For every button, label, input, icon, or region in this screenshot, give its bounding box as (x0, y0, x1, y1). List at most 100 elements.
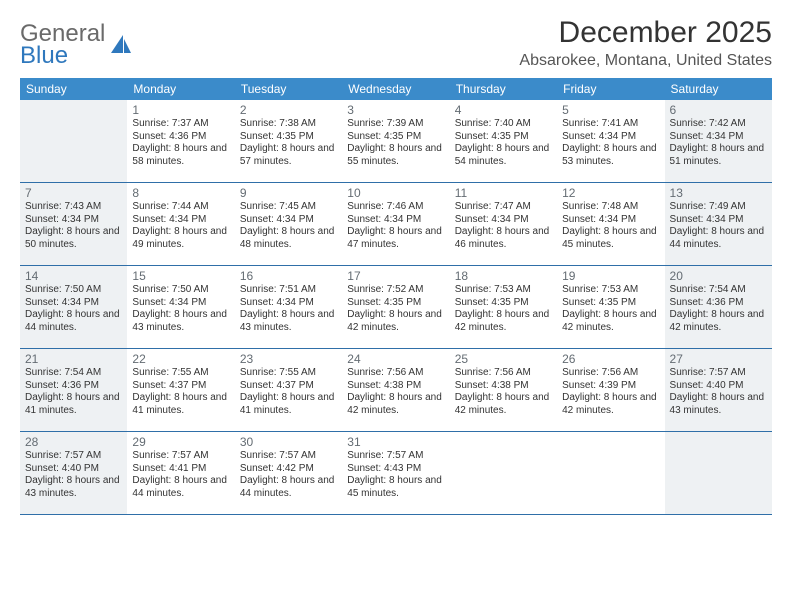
location-subtitle: Absarokee, Montana, United States (519, 52, 772, 70)
day-cell: 8Sunrise: 7:44 AMSunset: 4:34 PMDaylight… (127, 183, 234, 265)
daylight-text: Daylight: 8 hours and 42 minutes. (455, 392, 552, 417)
day-number: 16 (240, 269, 337, 283)
day-cell: 4Sunrise: 7:40 AMSunset: 4:35 PMDaylight… (450, 100, 557, 182)
day-cell: 10Sunrise: 7:46 AMSunset: 4:34 PMDayligh… (342, 183, 449, 265)
day-cell: 28Sunrise: 7:57 AMSunset: 4:40 PMDayligh… (20, 432, 127, 514)
sunrise-text: Sunrise: 7:50 AM (132, 284, 229, 297)
sunset-text: Sunset: 4:35 PM (455, 131, 552, 144)
weekday-header: Thursday (450, 78, 557, 100)
sunset-text: Sunset: 4:34 PM (670, 214, 767, 227)
sunset-text: Sunset: 4:40 PM (25, 463, 122, 476)
title-block: December 2025 Absarokee, Montana, United… (519, 16, 772, 70)
sunset-text: Sunset: 4:35 PM (562, 297, 659, 310)
daylight-text: Daylight: 8 hours and 50 minutes. (25, 226, 122, 251)
day-cell: 14Sunrise: 7:50 AMSunset: 4:34 PMDayligh… (20, 266, 127, 348)
day-info: Sunrise: 7:50 AMSunset: 4:34 PMDaylight:… (25, 284, 122, 334)
day-info: Sunrise: 7:51 AMSunset: 4:34 PMDaylight:… (240, 284, 337, 334)
day-cell: 17Sunrise: 7:52 AMSunset: 4:35 PMDayligh… (342, 266, 449, 348)
day-number: 30 (240, 435, 337, 449)
day-cell (557, 432, 664, 514)
day-info: Sunrise: 7:57 AMSunset: 4:40 PMDaylight:… (670, 367, 767, 417)
sunrise-text: Sunrise: 7:56 AM (562, 367, 659, 380)
sunrise-text: Sunrise: 7:57 AM (25, 450, 122, 463)
day-cell: 30Sunrise: 7:57 AMSunset: 4:42 PMDayligh… (235, 432, 342, 514)
calendar-grid: SundayMondayTuesdayWednesdayThursdayFrid… (20, 78, 772, 515)
day-info: Sunrise: 7:55 AMSunset: 4:37 PMDaylight:… (240, 367, 337, 417)
daylight-text: Daylight: 8 hours and 41 minutes. (25, 392, 122, 417)
sunset-text: Sunset: 4:34 PM (240, 214, 337, 227)
sunset-text: Sunset: 4:36 PM (132, 131, 229, 144)
sunset-text: Sunset: 4:35 PM (455, 297, 552, 310)
daylight-text: Daylight: 8 hours and 44 minutes. (132, 475, 229, 500)
day-number: 22 (132, 352, 229, 366)
sunset-text: Sunset: 4:34 PM (240, 297, 337, 310)
week-row: 14Sunrise: 7:50 AMSunset: 4:34 PMDayligh… (20, 266, 772, 349)
day-info: Sunrise: 7:55 AMSunset: 4:37 PMDaylight:… (132, 367, 229, 417)
day-info: Sunrise: 7:38 AMSunset: 4:35 PMDaylight:… (240, 118, 337, 168)
sunset-text: Sunset: 4:37 PM (240, 380, 337, 393)
sunset-text: Sunset: 4:35 PM (347, 297, 444, 310)
day-number: 13 (670, 186, 767, 200)
header-area: General Blue December 2025 Absarokee, Mo… (20, 16, 772, 70)
day-number: 12 (562, 186, 659, 200)
sunset-text: Sunset: 4:34 PM (562, 214, 659, 227)
sunset-text: Sunset: 4:39 PM (562, 380, 659, 393)
day-cell: 13Sunrise: 7:49 AMSunset: 4:34 PMDayligh… (665, 183, 772, 265)
week-row: 1Sunrise: 7:37 AMSunset: 4:36 PMDaylight… (20, 100, 772, 183)
daylight-text: Daylight: 8 hours and 46 minutes. (455, 226, 552, 251)
day-cell: 31Sunrise: 7:57 AMSunset: 4:43 PMDayligh… (342, 432, 449, 514)
day-info: Sunrise: 7:45 AMSunset: 4:34 PMDaylight:… (240, 201, 337, 251)
day-info: Sunrise: 7:56 AMSunset: 4:38 PMDaylight:… (347, 367, 444, 417)
day-number: 8 (132, 186, 229, 200)
sunrise-text: Sunrise: 7:55 AM (132, 367, 229, 380)
sunset-text: Sunset: 4:35 PM (240, 131, 337, 144)
day-info: Sunrise: 7:57 AMSunset: 4:41 PMDaylight:… (132, 450, 229, 500)
day-info: Sunrise: 7:56 AMSunset: 4:39 PMDaylight:… (562, 367, 659, 417)
daylight-text: Daylight: 8 hours and 42 minutes. (562, 392, 659, 417)
daylight-text: Daylight: 8 hours and 57 minutes. (240, 143, 337, 168)
day-number: 3 (347, 103, 444, 117)
day-info: Sunrise: 7:41 AMSunset: 4:34 PMDaylight:… (562, 118, 659, 168)
sunrise-text: Sunrise: 7:56 AM (455, 367, 552, 380)
day-info: Sunrise: 7:54 AMSunset: 4:36 PMDaylight:… (670, 284, 767, 334)
day-number: 14 (25, 269, 122, 283)
day-info: Sunrise: 7:49 AMSunset: 4:34 PMDaylight:… (670, 201, 767, 251)
brand-part2: Blue (20, 44, 105, 68)
day-info: Sunrise: 7:57 AMSunset: 4:43 PMDaylight:… (347, 450, 444, 500)
sunrise-text: Sunrise: 7:50 AM (25, 284, 122, 297)
sunset-text: Sunset: 4:34 PM (455, 214, 552, 227)
sunrise-text: Sunrise: 7:55 AM (240, 367, 337, 380)
day-number: 19 (562, 269, 659, 283)
sail-icon (109, 33, 133, 60)
day-info: Sunrise: 7:56 AMSunset: 4:38 PMDaylight:… (455, 367, 552, 417)
sunrise-text: Sunrise: 7:56 AM (347, 367, 444, 380)
day-number: 21 (25, 352, 122, 366)
sunset-text: Sunset: 4:34 PM (562, 131, 659, 144)
daylight-text: Daylight: 8 hours and 44 minutes. (25, 309, 122, 334)
daylight-text: Daylight: 8 hours and 43 minutes. (132, 309, 229, 334)
sunrise-text: Sunrise: 7:49 AM (670, 201, 767, 214)
daylight-text: Daylight: 8 hours and 49 minutes. (132, 226, 229, 251)
day-info: Sunrise: 7:46 AMSunset: 4:34 PMDaylight:… (347, 201, 444, 251)
day-cell: 2Sunrise: 7:38 AMSunset: 4:35 PMDaylight… (235, 100, 342, 182)
day-cell: 21Sunrise: 7:54 AMSunset: 4:36 PMDayligh… (20, 349, 127, 431)
day-info: Sunrise: 7:57 AMSunset: 4:40 PMDaylight:… (25, 450, 122, 500)
sunset-text: Sunset: 4:34 PM (132, 297, 229, 310)
daylight-text: Daylight: 8 hours and 41 minutes. (240, 392, 337, 417)
day-cell: 6Sunrise: 7:42 AMSunset: 4:34 PMDaylight… (665, 100, 772, 182)
day-cell: 27Sunrise: 7:57 AMSunset: 4:40 PMDayligh… (665, 349, 772, 431)
day-cell: 18Sunrise: 7:53 AMSunset: 4:35 PMDayligh… (450, 266, 557, 348)
weekday-header: Wednesday (342, 78, 449, 100)
sunrise-text: Sunrise: 7:52 AM (347, 284, 444, 297)
day-number: 2 (240, 103, 337, 117)
sunset-text: Sunset: 4:42 PM (240, 463, 337, 476)
day-number: 15 (132, 269, 229, 283)
daylight-text: Daylight: 8 hours and 48 minutes. (240, 226, 337, 251)
weekday-header: Saturday (665, 78, 772, 100)
day-cell: 25Sunrise: 7:56 AMSunset: 4:38 PMDayligh… (450, 349, 557, 431)
day-number: 20 (670, 269, 767, 283)
day-cell: 5Sunrise: 7:41 AMSunset: 4:34 PMDaylight… (557, 100, 664, 182)
sunrise-text: Sunrise: 7:38 AM (240, 118, 337, 131)
daylight-text: Daylight: 8 hours and 54 minutes. (455, 143, 552, 168)
day-cell: 29Sunrise: 7:57 AMSunset: 4:41 PMDayligh… (127, 432, 234, 514)
